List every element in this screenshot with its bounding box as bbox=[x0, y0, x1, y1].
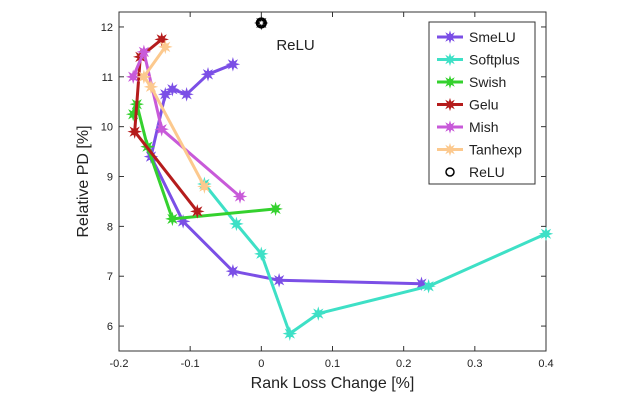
relu-point-star bbox=[254, 15, 269, 31]
data-point-tanhexp bbox=[197, 179, 212, 194]
legend-label-swish: Swish bbox=[469, 74, 506, 90]
data-point-swish bbox=[165, 211, 180, 227]
y-tick-label: 10 bbox=[101, 122, 113, 134]
x-tick-label: 0.4 bbox=[538, 358, 553, 370]
legend-marker-softplus bbox=[443, 52, 457, 67]
data-point-gelu bbox=[154, 32, 169, 47]
x-tick-label: 0 bbox=[258, 358, 264, 370]
data-point-smelu bbox=[225, 263, 241, 279]
data-point-smelu bbox=[158, 87, 173, 102]
series-line-tanhexp bbox=[142, 46, 206, 188]
data-point-smelu bbox=[271, 272, 287, 288]
legend-marker-swish bbox=[443, 75, 457, 89]
y-tick-label: 7 bbox=[107, 271, 113, 283]
data-point-tanhexp bbox=[136, 69, 152, 85]
x-tick-label: 0.1 bbox=[325, 358, 340, 370]
data-point-softplus bbox=[254, 246, 269, 262]
legend-marker-relu bbox=[445, 167, 455, 177]
data-point-gelu bbox=[190, 204, 205, 219]
y-tick-label: 12 bbox=[101, 22, 113, 34]
legend-marker-gelu bbox=[443, 97, 457, 112]
data-point-gelu bbox=[127, 124, 143, 139]
data-point-tanhexp bbox=[143, 79, 159, 95]
x-tick-label: -0.2 bbox=[110, 358, 129, 370]
data-point-mish bbox=[125, 69, 141, 85]
y-tick-label: 11 bbox=[102, 72, 113, 84]
legend-marker-smelu bbox=[443, 30, 457, 44]
x-tick-label: -0.1 bbox=[181, 358, 200, 370]
y-tick-label: 8 bbox=[107, 221, 113, 233]
data-point-softplus bbox=[229, 216, 244, 232]
legend-label-softplus: Softplus bbox=[469, 52, 520, 68]
legend-label-mish: Mish bbox=[469, 119, 499, 135]
y-axis-label: Relative PD [%] bbox=[75, 125, 92, 237]
data-point-smelu bbox=[225, 56, 241, 72]
legend-label-relu: ReLU bbox=[469, 164, 505, 180]
series-line-gelu bbox=[133, 38, 199, 213]
data-point-softplus bbox=[282, 326, 298, 342]
data-point-mish bbox=[154, 121, 169, 137]
x-tick-label: 0.2 bbox=[396, 358, 411, 370]
data-point-smelu bbox=[165, 82, 180, 97]
data-point-smelu bbox=[179, 87, 194, 102]
data-point-mish bbox=[136, 44, 152, 60]
data-point-softplus bbox=[538, 226, 554, 242]
data-point-softplus bbox=[421, 278, 436, 294]
x-tick-label: 0.3 bbox=[467, 358, 482, 370]
legend-label-gelu: Gelu bbox=[469, 97, 499, 113]
y-tick-label: 6 bbox=[107, 321, 113, 333]
data-point-tanhexp bbox=[158, 39, 173, 55]
data-point-softplus bbox=[311, 306, 326, 321]
legend-label-smelu: SmeLU bbox=[469, 29, 516, 45]
y-tick-label: 9 bbox=[107, 172, 113, 184]
data-point-swish bbox=[268, 201, 283, 217]
legend-label-tanhexp: Tanhexp bbox=[469, 142, 522, 158]
data-point-smelu bbox=[200, 67, 216, 82]
relu-annotation: ReLU bbox=[276, 37, 314, 54]
x-axis-label: Rank Loss Change [%] bbox=[251, 375, 415, 392]
data-point-mish bbox=[232, 189, 248, 204]
legend-marker-tanhexp bbox=[443, 142, 457, 157]
legend-marker-mish bbox=[443, 120, 457, 134]
